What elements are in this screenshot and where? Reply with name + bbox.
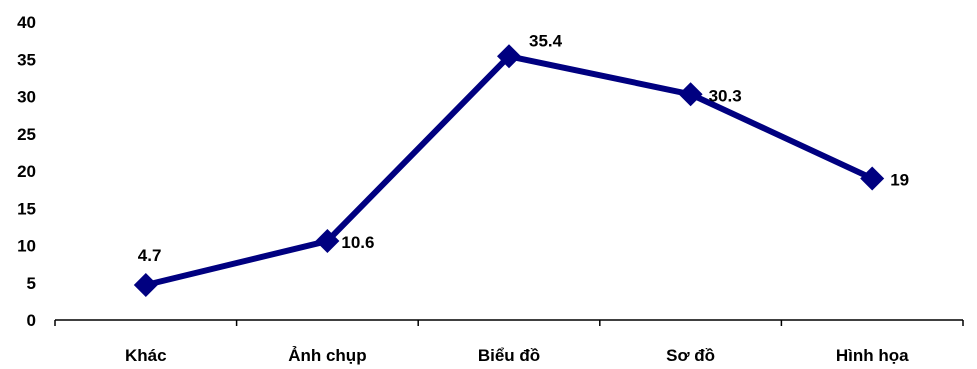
y-tick-label: 15 xyxy=(17,199,36,218)
y-tick-label: 5 xyxy=(27,274,36,293)
data-labels: 4.7 10.6 35.4 30.3 19 xyxy=(138,31,909,265)
series-line xyxy=(142,53,876,288)
x-tick-label: Khác xyxy=(125,346,167,365)
data-label: 10.6 xyxy=(341,233,374,252)
x-tick-label: Biểu đồ xyxy=(478,346,540,365)
x-axis-tick-labels: Khác Ảnh chụp Biểu đồ Sơ đồ Hình họa xyxy=(125,346,909,365)
data-point-marker xyxy=(678,82,703,107)
series-line-group xyxy=(142,53,876,288)
y-tick-label: 40 xyxy=(17,13,36,32)
x-tick-label: Hình họa xyxy=(836,346,909,365)
data-point-markers xyxy=(133,44,885,297)
y-tick-label: 25 xyxy=(17,125,36,144)
y-tick-label: 10 xyxy=(17,237,36,256)
y-tick-label: 20 xyxy=(17,162,36,181)
data-label: 30.3 xyxy=(709,86,742,105)
x-tick-label: Ảnh chụp xyxy=(288,346,366,365)
data-point-marker xyxy=(860,166,885,191)
x-axis xyxy=(54,319,964,326)
y-axis-tick-labels: 0 5 10 15 20 25 30 35 40 xyxy=(17,13,36,330)
y-tick-label: 30 xyxy=(17,88,36,107)
data-label: 19 xyxy=(890,170,909,189)
x-tick-label: Sơ đồ xyxy=(666,346,715,365)
data-label: 35.4 xyxy=(529,31,563,50)
data-point-marker xyxy=(133,272,158,297)
data-point-marker xyxy=(315,229,340,254)
y-tick-label: 0 xyxy=(27,311,36,330)
y-tick-label: 35 xyxy=(17,50,36,69)
data-label: 4.7 xyxy=(138,246,162,265)
data-point-marker xyxy=(497,44,521,69)
